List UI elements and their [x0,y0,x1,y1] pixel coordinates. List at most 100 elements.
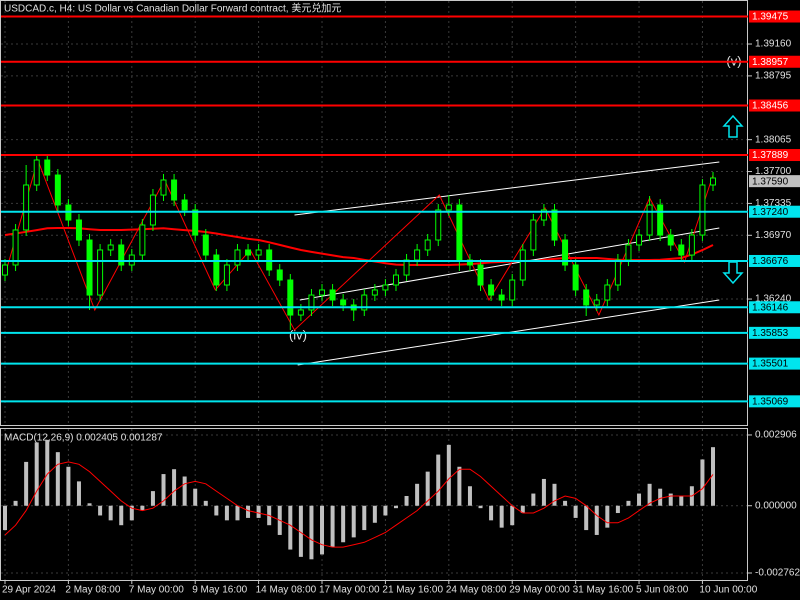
candle-body [636,234,643,246]
macd-bar [341,505,346,543]
macd-bar [615,505,620,514]
current-price-label: 1.37590 [752,176,789,187]
level-label: 1.38456 [752,101,789,112]
moving-average [4,227,714,266]
candle-body [572,264,579,291]
candle-body [392,274,399,286]
macd-bar [446,444,451,506]
up-arrow [722,114,744,138]
macd-bar [647,483,652,506]
macd-bar [605,505,610,528]
candle-body [2,264,8,276]
y-tick-label: 1.37700 [755,166,792,177]
x-tick-label: 5 Jun 08:00 [636,585,689,596]
x-tick-label: 31 May 16:00 [573,585,634,596]
candle-body [540,209,547,221]
macd-bar [45,439,50,506]
level-tag [749,326,800,339]
x-tick-label: 21 May 16:00 [382,585,443,596]
candle-body [435,209,442,241]
candle-body [657,204,664,236]
level-label: 1.39475 [752,12,789,23]
macd-bar [637,493,642,506]
macd-bar [404,495,409,506]
candle-body [414,249,421,261]
macd-bar [309,505,314,560]
candle-body [107,244,114,251]
macd-bar [425,471,430,506]
candle-body [519,249,526,281]
macd-bar [372,505,377,523]
candle-body [551,209,558,241]
macd-bar [288,505,293,550]
x-tick-label: 29 May 00:00 [509,585,570,596]
macd-bar [383,505,388,516]
macd-bar [150,491,155,506]
candle-body [276,269,283,281]
candle-body [266,249,273,271]
macd-bar [711,447,715,506]
zigzag [4,158,714,331]
candle-body [371,289,378,296]
candle-body [12,229,19,266]
candle-body [530,219,537,251]
candle-body [340,299,347,306]
macd-title: MACD(12,26,9) 0.002405 0.001287 [4,433,163,444]
candle-body [202,234,209,256]
macd-bar [330,505,335,548]
candle-body [699,184,706,236]
x-tick-label: 10 Jun 00:00 [699,585,757,596]
level-tag [749,149,800,162]
level-tag [749,395,800,408]
macd-bar [626,500,631,506]
current-price-tag [749,175,800,188]
candle-body [445,204,452,211]
macd-bar [668,493,673,506]
macd-bar [520,505,525,514]
level-label: 1.37889 [752,150,789,161]
candle-body [424,239,431,251]
macd-bar [172,469,177,506]
y-tick-label: 0.000000 [755,500,797,511]
macd-bar [214,505,219,516]
macd-bar [510,505,515,526]
macd-bar [108,505,113,521]
wave-label: (iv) [289,327,307,342]
candle-body [625,244,632,261]
macd-bar [700,459,705,506]
level-label: 1.37240 [752,207,789,218]
candle-body [118,244,125,266]
macd-bar [3,505,7,531]
macd-bar [563,500,568,506]
y-tick-label: 1.36240 [755,294,792,305]
macd-bar [351,505,356,538]
candle-body [604,284,611,301]
down-arrow [722,261,744,285]
macd-bar [161,474,166,506]
y-tick-label: 1.38795 [755,71,792,82]
macd-bar [573,505,578,518]
candle-body [509,279,516,301]
macd-bar [489,505,494,521]
level-label: 1.35501 [752,359,789,370]
macd-bar [140,505,145,511]
y-tick-label: 1.39160 [755,39,792,50]
macd-bar [320,505,325,555]
level-tag [749,205,800,218]
macd-bar [658,488,663,506]
candle-body [245,249,252,256]
candle-body [33,159,40,186]
level-tag [749,301,800,314]
macd-bar [55,452,60,506]
macd-bar [98,505,103,516]
candle-body [234,249,241,266]
candle-body [181,199,188,211]
macd-bar [246,505,251,518]
y-tick-label: 1.36970 [755,230,792,241]
macd-bar [203,500,208,506]
candle-body [192,209,199,236]
macd-bar [224,505,229,521]
candle-body [667,234,674,246]
